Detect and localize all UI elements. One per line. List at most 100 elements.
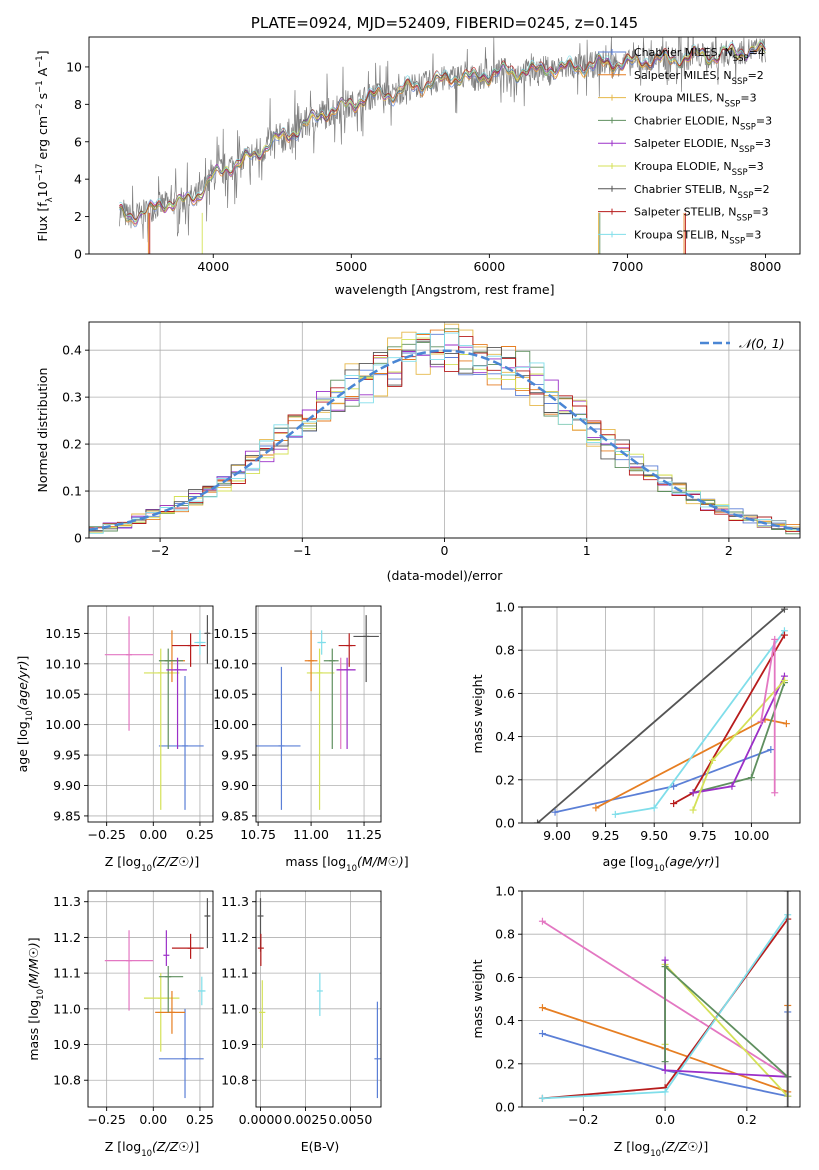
label-part: erg cm — [35, 116, 50, 164]
x-tick-label: 0.00 — [139, 1112, 167, 1127]
legend-entry: Chabrier ELODIE, NSSP=3 — [634, 114, 772, 132]
legend-entry: Chabrier MILES, NSSP=4 — [634, 46, 765, 64]
y-tick-label: 9.95 — [221, 748, 249, 763]
x-tick-label: 9.25 — [592, 828, 620, 843]
errorbar-point — [316, 973, 323, 1016]
x-tick-label: 0.25 — [186, 827, 214, 842]
histogram-series-8 — [89, 332, 800, 535]
plot-area — [534, 607, 790, 823]
x-tick-label: −2 — [151, 543, 169, 558]
y-tick-label: 0.6 — [495, 686, 515, 701]
weight-marker — [611, 810, 619, 818]
label-part: 10 — [346, 864, 357, 874]
label-part: Salpeter ELODIE, N — [634, 137, 739, 150]
errorbar-point — [143, 648, 180, 810]
errorbar-point — [164, 630, 186, 683]
label-part: Flux [f — [35, 202, 50, 242]
x-tick-label: 1 — [583, 543, 591, 558]
axes-frame — [87, 890, 214, 1108]
label-part: Z [log — [105, 1139, 141, 1154]
errorbar-point — [204, 898, 211, 949]
y-tick-label: 11.2 — [53, 930, 81, 945]
x-axis-label: wavelength [Angstrom, rest frame] — [334, 282, 554, 297]
x-tick-label: 11.00 — [293, 827, 329, 842]
errorbar-point — [257, 933, 264, 966]
weight-marker — [592, 804, 600, 812]
label-part: =3 — [745, 228, 761, 241]
y-tick-label: 10.00 — [213, 717, 249, 732]
y-tick-label: 9.95 — [53, 748, 81, 763]
plot-area — [104, 615, 211, 810]
x-tick-label: −0.2 — [568, 1112, 598, 1127]
label-part: ] — [194, 854, 199, 869]
x-tick-label: 10.75 — [240, 827, 276, 842]
legend-entry: Kroupa ELODIE, NSSP=3 — [634, 160, 764, 178]
x-tick-label: 0.0 — [655, 1112, 675, 1127]
label-part: Chabrier MILES, N — [634, 46, 733, 59]
x-tick-label: 9.75 — [689, 828, 717, 843]
axes-frame — [521, 606, 801, 824]
errorbar-point — [166, 657, 187, 749]
weight-marker — [784, 891, 792, 895]
x-tick-label: 0.2 — [737, 1112, 757, 1127]
label-part: SSP — [738, 191, 754, 201]
y-tick-label: 0 — [74, 531, 82, 546]
y-tick-label: 0.0 — [495, 816, 515, 831]
weight-marker — [551, 808, 559, 816]
x-tick-label: 0.00 — [139, 827, 167, 842]
x-axis-label: age [log10(age/yr)] — [603, 854, 720, 874]
label-part: s — [35, 93, 50, 104]
weight-line-0 — [537, 608, 785, 823]
y-tick-label: 0.8 — [495, 643, 515, 658]
label-part: =4 — [749, 46, 765, 59]
x-tick-label: −1 — [293, 543, 311, 558]
weight-marker — [780, 676, 788, 684]
x-axis-label: mass [log10(M/M☉)] — [285, 854, 408, 874]
label-part: Chabrier STELIB, N — [634, 183, 738, 196]
x-tick-label: 0 — [441, 543, 449, 558]
y-tick-label: 10.8 — [53, 1073, 81, 1088]
y-axis-label: age [log10(age/yr)] — [15, 656, 35, 773]
label-part: =3 — [755, 137, 771, 150]
label-part: (M/M☉) — [357, 854, 404, 869]
label-part: Salpeter STELIB, N — [634, 206, 736, 219]
label-part: =3 — [740, 92, 756, 105]
label-part: (Z/Z☉) — [661, 1139, 703, 1154]
label-part: age [log — [15, 721, 30, 772]
label-part: =3 — [756, 114, 772, 127]
label-part: 10 — [141, 864, 152, 874]
weight-marker — [689, 806, 697, 814]
y-tick-label: 9.85 — [221, 808, 249, 823]
label-part: ] — [15, 656, 30, 661]
legend: 𝒩(0, 1) — [700, 336, 785, 351]
label-part: 10 — [650, 1149, 661, 1159]
errorbar-point — [158, 965, 184, 1013]
errorbar-point — [204, 615, 211, 664]
label-part: Z [log — [105, 854, 141, 869]
x-tick-label: 8000 — [750, 259, 782, 274]
label-part: SSP — [729, 236, 745, 246]
label-part: 10 — [654, 864, 665, 874]
label-part: SSP — [740, 122, 756, 132]
axes-3: 10.75 11.00 11.25 9.85 9.90 9.95 10.00 10.05 10.… — [213, 605, 382, 842]
x-tick-label: 5000 — [335, 259, 367, 274]
weight-marker — [661, 963, 669, 971]
axes-5: −0.25 0.00 0.25 10.8 10.9 11.0 11.1 11.2 11.3 — [53, 890, 214, 1127]
x-tick-label: 9.00 — [543, 828, 571, 843]
y-tick-label: 0.6 — [495, 970, 515, 985]
weight-marker — [670, 800, 678, 808]
y-tick-label: 8 — [74, 97, 82, 112]
axes-1: −2 −1 0 1 2 0 0.1 0.2 0.3 0.4 — [62, 321, 801, 558]
plot-area — [104, 898, 211, 1099]
x-axis-label: Z [log10(Z/Z☉)] — [105, 1139, 200, 1159]
y-axis-label: mass weight — [470, 674, 485, 753]
weight-marker — [661, 1088, 669, 1096]
label-part: SSP — [736, 214, 752, 224]
y-tick-label: 11.0 — [53, 1001, 81, 1016]
weight-marker — [538, 1094, 546, 1102]
y-tick-label: 11.3 — [221, 894, 249, 909]
plot-area — [89, 323, 800, 537]
y-tick-label: 0.4 — [495, 1013, 515, 1028]
y-tick-label: 0.0 — [495, 1100, 515, 1115]
